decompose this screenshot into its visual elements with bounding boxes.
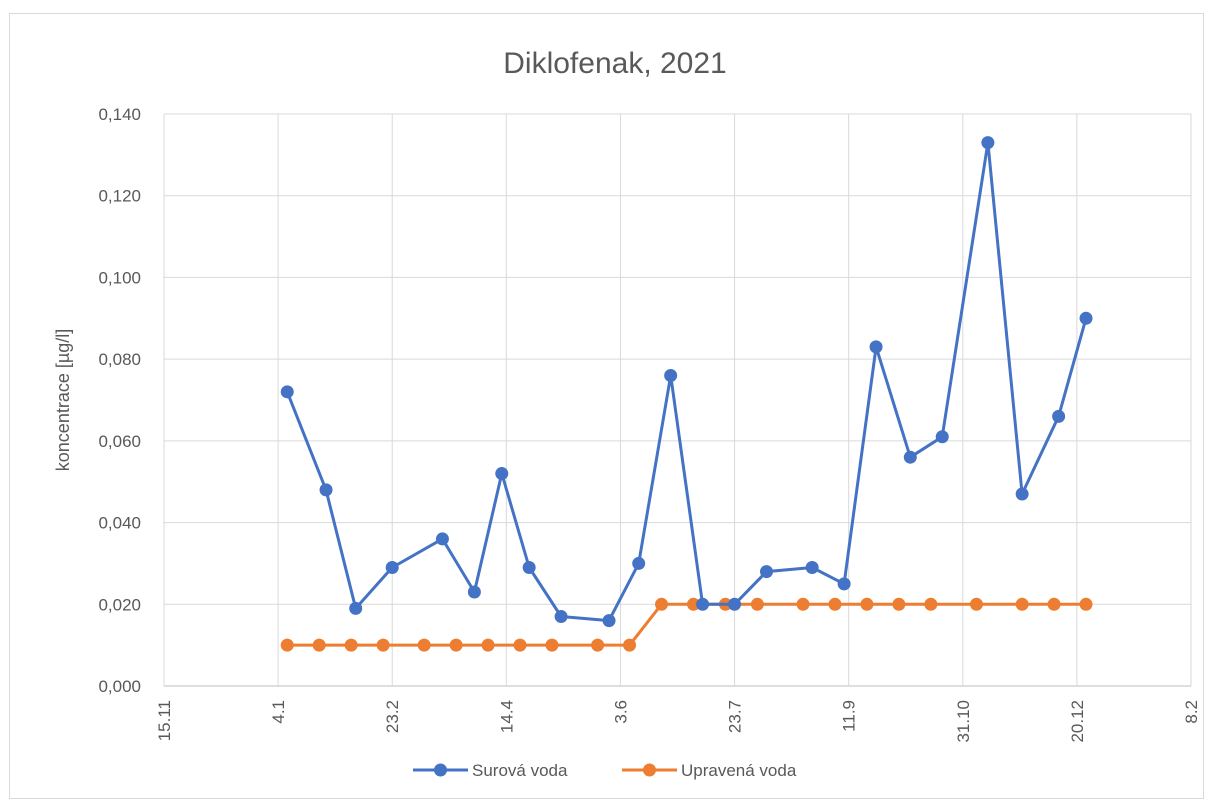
data-point: [860, 597, 874, 611]
legend-item: Upravená voda: [622, 761, 797, 780]
chart-title: Diklofenak, 2021: [503, 47, 726, 80]
data-point: [1079, 311, 1093, 325]
data-point: [435, 532, 449, 546]
x-tick-label: 4.1: [269, 700, 288, 724]
y-tick-label: 0,040: [98, 514, 141, 533]
data-point: [796, 597, 810, 611]
y-tick-label: 0,000: [98, 677, 141, 696]
series-group: [280, 136, 1093, 652]
data-point: [1015, 487, 1029, 501]
data-point: [696, 597, 710, 611]
legend: Surová voda Upravená voda: [413, 761, 797, 780]
data-point: [903, 450, 917, 464]
grid-lines: [163, 113, 1192, 687]
y-tick-label: 0,080: [98, 350, 141, 369]
data-point: [417, 638, 431, 652]
data-point: [319, 483, 333, 497]
data-point: [344, 638, 358, 652]
data-point: [513, 638, 527, 652]
y-tick-label: 0,140: [98, 105, 141, 124]
data-point: [805, 561, 819, 575]
data-point: [1015, 597, 1029, 611]
data-point: [828, 597, 842, 611]
x-tick-label: 23.2: [383, 700, 402, 733]
data-point: [655, 597, 669, 611]
data-point: [664, 368, 678, 382]
data-point: [1079, 597, 1093, 611]
y-tick-label: 0,100: [98, 268, 141, 287]
data-point: [632, 556, 646, 570]
x-tick-label: 14.4: [497, 700, 516, 733]
chart-frame: [9, 13, 1204, 799]
data-point: [602, 614, 616, 628]
data-point: [545, 638, 559, 652]
y-tick-labels: 0,000 0,020 0,040 0,060 0,080 0,100 0,120 0,140: [98, 105, 141, 696]
data-point: [280, 385, 294, 399]
x-tick-labels: 15.11 4.1 23.2 14.4 3.6 23.7 11.9 31.10 20.12 8.2: [155, 700, 1201, 743]
data-point: [623, 638, 637, 652]
legend-swatch-marker: [434, 763, 447, 777]
series-line: [285, 141, 1088, 623]
data-point: [1052, 409, 1066, 423]
data-point: [969, 597, 983, 611]
data-point: [750, 597, 764, 611]
x-tick-label: 15.11: [155, 700, 174, 741]
y-tick-label: 0,120: [98, 187, 141, 206]
data-point: [924, 597, 938, 611]
data-point: [495, 467, 509, 481]
x-tick-label: 8.2: [1182, 700, 1201, 724]
data-point: [869, 340, 883, 354]
data-point: [1047, 597, 1061, 611]
y-axis-label: koncentrace [µg/l]: [53, 329, 73, 471]
data-point: [981, 136, 995, 150]
legend-item: Surová voda: [413, 761, 568, 780]
data-point: [892, 597, 906, 611]
data-point: [686, 597, 700, 611]
series-surova-voda: [280, 136, 1093, 628]
legend-label: Surová voda: [472, 761, 568, 780]
data-point: [312, 638, 326, 652]
data-point: [280, 638, 294, 652]
series-upravena-voda: [280, 597, 1093, 652]
y-tick-label: 0,060: [98, 432, 141, 451]
x-tick-label: 3.6: [611, 700, 630, 724]
data-point: [760, 565, 774, 579]
data-point: [554, 610, 568, 624]
data-point: [349, 601, 363, 615]
legend-label: Upravená voda: [681, 761, 797, 780]
data-point: [837, 577, 851, 591]
legend-swatch-marker: [643, 763, 656, 777]
x-tick-label: 31.10: [954, 700, 973, 743]
x-tick-label: 11.9: [840, 700, 859, 732]
data-point: [935, 430, 949, 444]
data-point: [449, 638, 463, 652]
data-point: [728, 597, 742, 611]
y-tick-label: 0,020: [98, 595, 141, 614]
data-point: [522, 561, 536, 575]
data-point: [385, 561, 399, 575]
data-point: [591, 638, 605, 652]
x-tick-label: 23.7: [726, 700, 745, 733]
data-point: [376, 638, 390, 652]
data-point: [481, 638, 495, 652]
x-tick-label: 20.12: [1068, 700, 1087, 743]
data-point: [467, 585, 481, 599]
series-line: [287, 602, 1086, 647]
